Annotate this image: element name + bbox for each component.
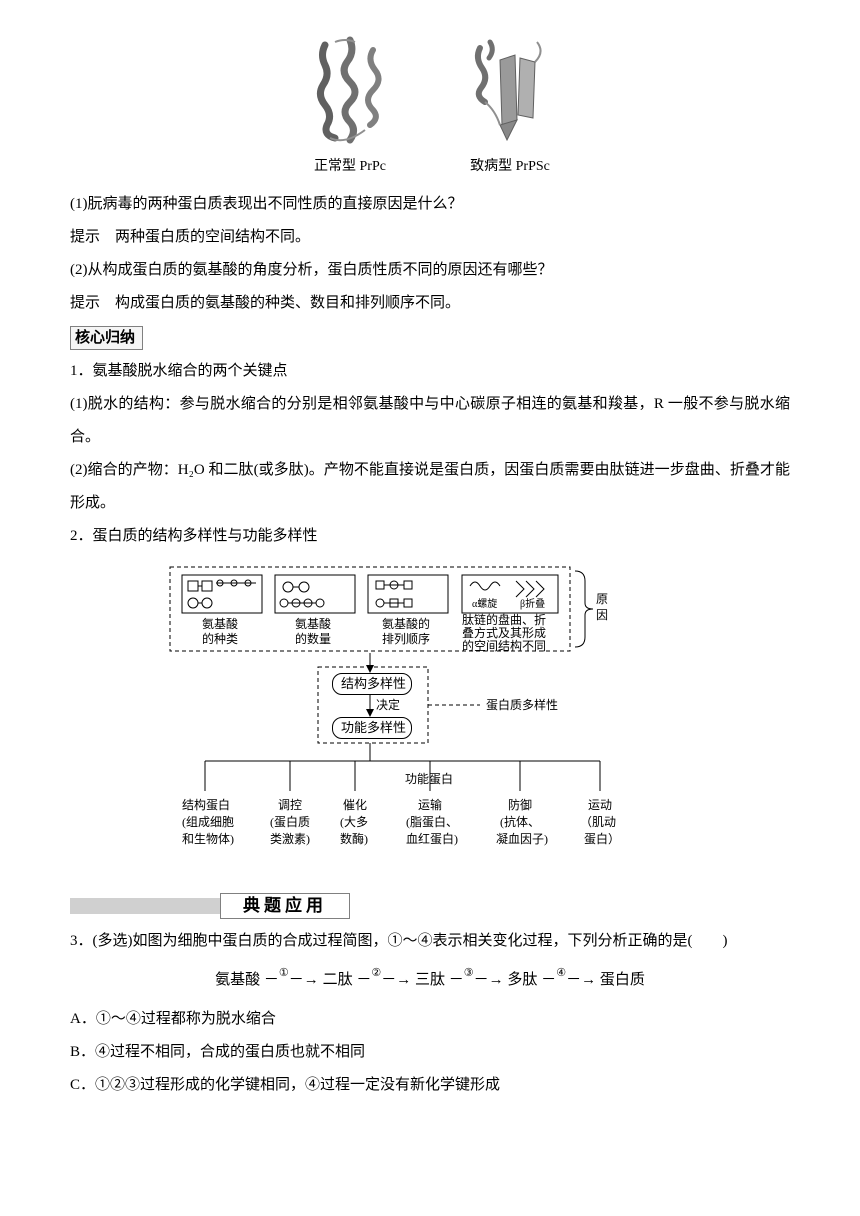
leaf1c: 和生物体) [182, 832, 234, 846]
option-b: B．④过程不相同，合成的蛋白质也就不相同 [70, 1036, 790, 1069]
option-a: A．①～④过程都称为脱水缩合 [70, 1003, 790, 1036]
seq-start: 氨基酸 [215, 972, 260, 988]
leaf3b: (大多 [340, 815, 368, 829]
core-section-label: 核心归纳 [70, 326, 137, 350]
leaf4b: (脂蛋白、 [406, 814, 458, 829]
leaf6a: 运动 [588, 798, 612, 812]
leaf3a: 催化 [343, 798, 367, 812]
leaf5c: 凝血因子) [496, 831, 548, 846]
beta-label: β折叠 [520, 597, 545, 610]
seq-num-1: ① [279, 961, 289, 985]
boxD-l3: 的空间结构不同 [462, 638, 546, 653]
hint-text-1: 两种蛋白质的空间结构不同。 [100, 229, 310, 245]
leaf2a: 调控 [278, 798, 302, 812]
leaf2c: 类激素) [270, 832, 310, 846]
prpc-caption: 正常型 PrPc [314, 152, 386, 183]
boxC-l2: 排列顺序 [382, 631, 430, 646]
question-2: (2)从构成蛋白质的氨基酸的角度分析，蛋白质性质不同的原因还有哪些？ [70, 254, 790, 287]
struct-div-node: 结构多样性 [332, 673, 412, 695]
boxA-l1: 氨基酸 [202, 616, 238, 631]
boxB-l2: 的数量 [295, 631, 331, 646]
leaf6b: （肌动 [580, 815, 616, 829]
leaf1a: 结构蛋白 [182, 797, 230, 812]
leaf5b: (抗体、 [500, 814, 540, 829]
seq-num-3: ③ [464, 961, 474, 985]
seq-num-4: ④ [556, 961, 566, 985]
core-section-wrap: 核心归纳 [70, 320, 790, 355]
diagram-svg: α螺旋 β折叠 氨基酸 的种类 氨基酸 的数量 氨基酸的 排列顺序 肽链的盘曲、… [160, 561, 700, 881]
leaf6c: 蛋白） [584, 831, 620, 846]
diversity-diagram: α螺旋 β折叠 氨基酸 的种类 氨基酸 的数量 氨基酸的 排列顺序 肽链的盘曲、… [70, 561, 790, 881]
protein-div-label: 蛋白质多样性 [486, 697, 558, 712]
seq-b: 三肽 [415, 972, 445, 988]
leaf4a: 运输 [418, 797, 442, 812]
boxC-l1: 氨基酸的 [382, 616, 430, 631]
point2-head: 2．蛋白质的结构多样性与功能多样性 [70, 520, 790, 553]
func-protein-label: 功能蛋白 [405, 771, 453, 786]
point1-head: 1．氨基酸脱水缩合的两个关键点 [70, 355, 790, 388]
question-1: (1)朊病毒的两种蛋白质表现出不同性质的直接原因是什么？ [70, 188, 790, 221]
boxB-l1: 氨基酸 [295, 616, 331, 631]
prpsc-caption: 致病型 PrPSc [470, 152, 550, 183]
example-bar-icon [70, 898, 220, 914]
seq-end: 蛋白质 [600, 972, 645, 988]
leaf1b: (组成细胞 [182, 815, 234, 829]
hint-label-1: 提示 [70, 229, 100, 245]
boxD-l1: 肽链的盘曲、折 [462, 612, 546, 627]
protein-right: 致病型 PrPSc [455, 30, 565, 183]
hint-label-2: 提示 [70, 295, 100, 311]
point1-p1: (1)脱水的结构：参与脱水缩合的分别是相邻氨基酸中与中心碳原子相连的氨基和羧基，… [70, 388, 790, 454]
alpha-label: α螺旋 [472, 597, 497, 610]
point1-p2: (2)缩合的产物：H₂O 和二肽(或多肽)。产物不能直接说是蛋白质，因蛋白质需要… [70, 454, 790, 520]
reason-l2: 因 [596, 608, 608, 622]
reason-l1: 原 [596, 592, 608, 606]
leaf5a: 防御 [508, 797, 532, 812]
boxA-l2: 的种类 [202, 631, 238, 646]
prpsc-icon [455, 30, 565, 150]
example-header: 典题应用 [70, 893, 790, 919]
leaf3c: 数酶) [340, 831, 368, 846]
seq-num-2: ② [371, 961, 381, 985]
example-title: 典题应用 [220, 893, 350, 919]
leaf4c: 血红蛋白) [406, 831, 458, 846]
protein-left: 正常型 PrPc [295, 30, 405, 183]
decide-label: 决定 [376, 697, 400, 712]
seq-a: 二肽 [323, 972, 353, 988]
synthesis-sequence: 氨基酸 －①－→ 二肽 －②－→ 三肽 －③－→ 多肽 －④－→ 蛋白质 [70, 964, 790, 997]
seq-c: 多肽 [507, 972, 537, 988]
option-c: C．①②③过程形成的化学键相同，④过程一定没有新化学键形成 [70, 1069, 790, 1102]
leaf2b: (蛋白质 [270, 814, 310, 829]
hint-2: 提示 构成蛋白质的氨基酸的种类、数目和排列顺序不同。 [70, 287, 790, 320]
hint-text-2: 构成蛋白质的氨基酸的种类、数目和排列顺序不同。 [100, 295, 460, 311]
func-div-node: 功能多样性 [332, 717, 412, 739]
prpc-icon [295, 30, 405, 150]
protein-figures: 正常型 PrPc 致病型 PrPSc [70, 30, 790, 183]
bracket-right-icon [137, 326, 143, 350]
boxD-l2: 叠方式及其形成 [462, 625, 546, 640]
question-3: 3．(多选)如图为细胞中蛋白质的合成过程简图，①～④表示相关变化过程，下列分析正… [70, 925, 790, 958]
hint-1: 提示 两种蛋白质的空间结构不同。 [70, 221, 790, 254]
